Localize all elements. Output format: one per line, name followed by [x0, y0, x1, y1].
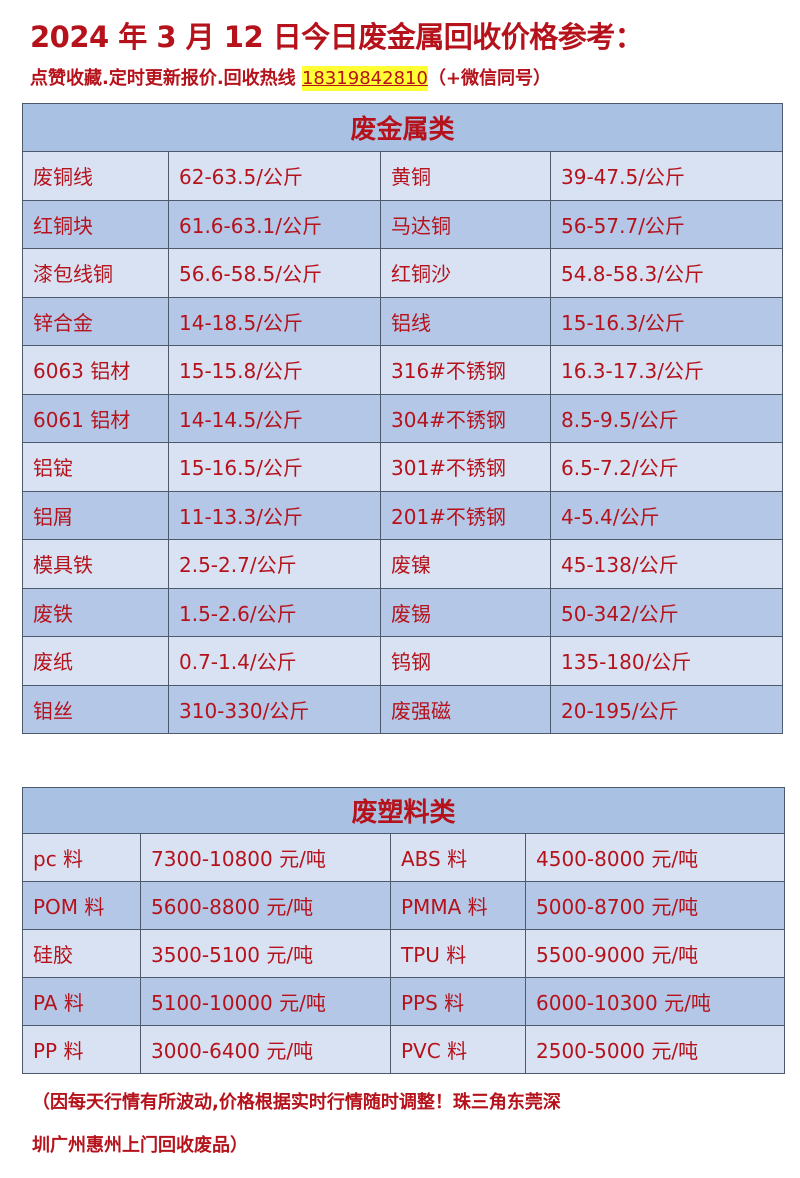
item-price: 4-5.4/公斤	[549, 490, 784, 540]
item-name: 6061 铝材	[22, 393, 169, 443]
item-name: 废铜线	[22, 151, 169, 201]
item-name: 铝锭	[22, 442, 169, 492]
item-name: PA 料	[22, 977, 141, 1026]
table-row: PA 料 5100-10000 元/吨 PPS 料 6000-10300 元/吨	[22, 977, 786, 1026]
item-name: 废纸	[22, 636, 169, 686]
page-title: 2024 年 3 月 12 日今日废金属回收价格参考：	[30, 20, 644, 54]
plastic-table-title: 废塑料类	[21, 787, 786, 834]
item-price: 135-180/公斤	[549, 636, 784, 686]
item-name: 红铜块	[22, 199, 169, 249]
table-row: 锌合金 14-18.5/公斤 铝线 15-16.3/公斤	[22, 296, 784, 346]
table-row: 漆包线铜 56.6-58.5/公斤 红铜沙 54.8-58.3/公斤	[22, 248, 784, 298]
item-name: 铝线	[380, 296, 551, 346]
table-row: 铝屑 11-13.3/公斤 201#不锈钢 4-5.4/公斤	[22, 490, 784, 540]
table-row: 废纸 0.7-1.4/公斤 钨钢 135-180/公斤	[22, 636, 784, 686]
item-price: 61.6-63.1/公斤	[168, 199, 381, 249]
item-name: 201#不锈钢	[380, 490, 551, 540]
item-name: pc 料	[22, 833, 141, 882]
item-name: POM 料	[22, 881, 141, 930]
item-price: 15-16.3/公斤	[549, 296, 784, 346]
table-row: 废铁 1.5-2.6/公斤 废锡 50-342/公斤	[22, 587, 784, 637]
item-name: 301#不锈钢	[380, 442, 551, 492]
item-price: 50-342/公斤	[549, 587, 784, 637]
subtitle: 点赞收藏.定时更新报价.回收热线 18319842810（+微信同号）	[30, 64, 552, 91]
item-price: 3000-6400 元/吨	[140, 1025, 391, 1074]
item-price: 5500-9000 元/吨	[524, 929, 786, 978]
item-name: PVC 料	[390, 1025, 526, 1074]
item-name: PPS 料	[390, 977, 526, 1026]
footer-note-line2: 圳广州惠州上门回收废品）	[32, 1135, 248, 1156]
item-price: 1.5-2.6/公斤	[168, 587, 381, 637]
item-price: 5100-10000 元/吨	[140, 977, 391, 1026]
table-row: PP 料 3000-6400 元/吨 PVC 料 2500-5000 元/吨	[22, 1025, 786, 1074]
item-price: 5600-8800 元/吨	[140, 881, 391, 930]
item-price: 3500-5100 元/吨	[140, 929, 391, 978]
item-name: 废锡	[380, 587, 551, 637]
item-name: PP 料	[22, 1025, 141, 1074]
item-price: 7300-10800 元/吨	[140, 833, 391, 882]
item-price: 6.5-7.2/公斤	[549, 442, 784, 492]
table-row: 6063 铝材 15-15.8/公斤 316#不锈钢 16.3-17.3/公斤	[22, 345, 784, 395]
item-name: 锌合金	[22, 296, 169, 346]
table-row: 钼丝 310-330/公斤 废强磁 20-195/公斤	[22, 684, 784, 734]
item-price: 14-18.5/公斤	[168, 296, 381, 346]
item-price: 6000-10300 元/吨	[524, 977, 786, 1026]
item-price: 5000-8700 元/吨	[524, 881, 786, 930]
item-name: ABS 料	[390, 833, 526, 882]
item-name: 红铜沙	[380, 248, 551, 298]
item-price: 14-14.5/公斤	[168, 393, 381, 443]
subtitle-suffix: （+微信同号）	[427, 68, 552, 89]
item-price: 8.5-9.5/公斤	[549, 393, 784, 443]
item-price: 56.6-58.5/公斤	[168, 248, 381, 298]
item-name: 废铁	[22, 587, 169, 637]
item-price: 56-57.7/公斤	[549, 199, 784, 249]
item-price: 4500-8000 元/吨	[524, 833, 786, 882]
item-name: 铝屑	[22, 490, 169, 540]
item-name: 钨钢	[380, 636, 551, 686]
item-price: 0.7-1.4/公斤	[168, 636, 381, 686]
item-price: 310-330/公斤	[168, 684, 381, 734]
item-name: 模具铁	[22, 539, 169, 589]
item-price: 15-15.8/公斤	[168, 345, 381, 395]
item-price: 54.8-58.3/公斤	[549, 248, 784, 298]
item-price: 62-63.5/公斤	[168, 151, 381, 201]
plastic-price-table: 废塑料类 pc 料 7300-10800 元/吨 ABS 料 4500-8000 元/…	[21, 787, 786, 1074]
item-price: 45-138/公斤	[549, 539, 784, 589]
item-name: 6063 铝材	[22, 345, 169, 395]
table-row: 铝锭 15-16.5/公斤 301#不锈钢 6.5-7.2/公斤	[22, 442, 784, 492]
item-name: 钼丝	[22, 684, 169, 734]
table-row: pc 料 7300-10800 元/吨 ABS 料 4500-8000 元/吨	[22, 833, 786, 882]
item-price: 16.3-17.3/公斤	[549, 345, 784, 395]
item-name: 黄铜	[380, 151, 551, 201]
item-name: 316#不锈钢	[380, 345, 551, 395]
table-row: 硅胶 3500-5100 元/吨 TPU 料 5500-9000 元/吨	[22, 929, 786, 978]
item-name: 废强磁	[380, 684, 551, 734]
footer-note-line1: （因每天行情有所波动,价格根据实时行情随时调整！珠三角东莞深	[32, 1092, 561, 1113]
item-name: 废镍	[380, 539, 551, 589]
metal-price-table: 废金属类 废铜线 62-63.5/公斤 黄铜 39-47.5/公斤 红铜块 61.6-63…	[21, 103, 784, 734]
table-row: 6061 铝材 14-14.5/公斤 304#不锈钢 8.5-9.5/公斤	[22, 393, 784, 443]
subtitle-prefix: 点赞收藏.定时更新报价.回收热线	[30, 68, 302, 89]
item-name: 硅胶	[22, 929, 141, 978]
item-name: 马达铜	[380, 199, 551, 249]
item-price: 11-13.3/公斤	[168, 490, 381, 540]
metal-table-title: 废金属类	[21, 103, 784, 152]
item-price: 20-195/公斤	[549, 684, 784, 734]
item-price: 2.5-2.7/公斤	[168, 539, 381, 589]
item-name: TPU 料	[390, 929, 526, 978]
hotline-phone[interactable]: 18319842810	[301, 66, 428, 91]
item-price: 15-16.5/公斤	[168, 442, 381, 492]
item-price: 2500-5000 元/吨	[524, 1025, 786, 1074]
table-row: POM 料 5600-8800 元/吨 PMMA 料 5000-8700 元/吨	[22, 881, 786, 930]
item-price: 39-47.5/公斤	[549, 151, 784, 201]
table-row: 模具铁 2.5-2.7/公斤 废镍 45-138/公斤	[22, 539, 784, 589]
table-row: 红铜块 61.6-63.1/公斤 马达铜 56-57.7/公斤	[22, 199, 784, 249]
table-row: 废铜线 62-63.5/公斤 黄铜 39-47.5/公斤	[22, 151, 784, 201]
item-name: 漆包线铜	[22, 248, 169, 298]
item-name: 304#不锈钢	[380, 393, 551, 443]
item-name: PMMA 料	[390, 881, 526, 930]
